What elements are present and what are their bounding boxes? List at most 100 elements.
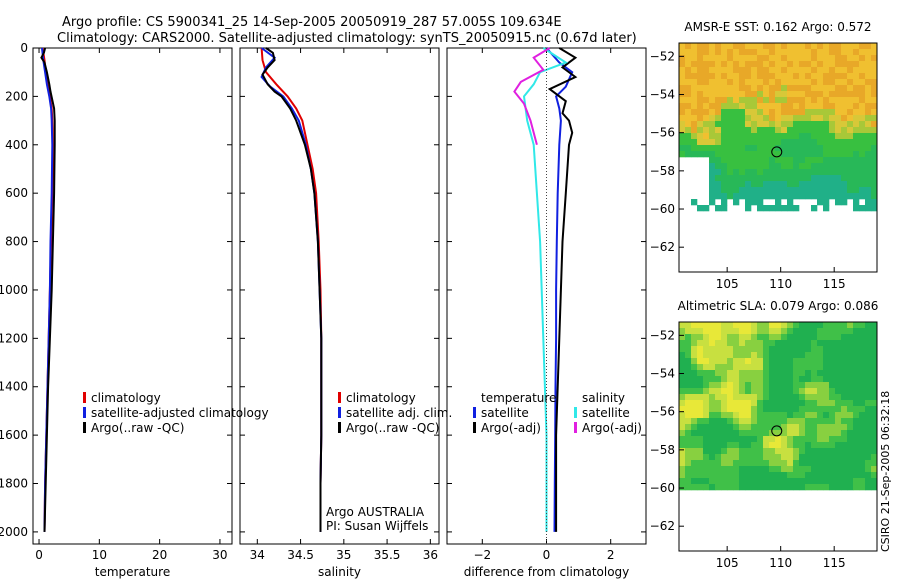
sst-heat-cell (799, 193, 806, 200)
sst-heat-cell (679, 79, 686, 86)
sst-heat-cell (787, 115, 794, 122)
sla-heat-cell (805, 466, 812, 473)
sst-heat-cell (715, 205, 722, 212)
sla-heat-cell (775, 400, 782, 407)
sst-heat-cell (865, 199, 872, 206)
sla-heat-cell (697, 454, 704, 461)
sla-heat-cell (691, 364, 698, 371)
sst-heat-cell (841, 103, 848, 110)
sst-heat-cell (817, 193, 824, 200)
sla-heat-cell (787, 358, 794, 365)
sla-heat-cell (739, 376, 746, 383)
sla-heat-cell (793, 400, 800, 407)
sst-heat-cell (733, 175, 740, 182)
sla-heat-cell (751, 478, 758, 485)
sla-heat-cell (847, 430, 854, 437)
sla-heat-cell (721, 376, 728, 383)
sla-heat-cell (817, 352, 824, 359)
sla-heat-cell (841, 340, 848, 347)
sst-heat-cell (793, 133, 800, 140)
sst-heat-cell (793, 205, 800, 212)
sst-heat-cell (841, 61, 848, 68)
sst-heat-cell (781, 55, 788, 62)
sla-heat-cell (865, 328, 872, 335)
sla-heat-cell (793, 376, 800, 383)
sst-heat-cell (787, 199, 794, 206)
sla-heat-cell (865, 430, 872, 437)
sla-heat-cell (853, 448, 860, 455)
sla-heat-cell (751, 400, 758, 407)
sla-heat-cell (853, 364, 860, 371)
sla-heat-cell (769, 388, 776, 395)
sla-heat-cell (847, 454, 854, 461)
salinity-xtick-label: 36 (423, 548, 438, 562)
sla-heat-cell (703, 394, 710, 401)
sla-heat-cell (781, 328, 788, 335)
sst-heat-cell (811, 85, 818, 92)
sst-heat-cell (835, 139, 842, 146)
sst-heat-cell (829, 157, 836, 164)
sst-heat-cell (697, 121, 704, 128)
sla-heat-cell (787, 346, 794, 353)
sla-heat-cell (751, 328, 758, 335)
sst-heat-cell (829, 73, 836, 80)
sst-heat-cell (733, 91, 740, 98)
sla-heat-cell (763, 388, 770, 395)
sla-heat-cell (811, 442, 818, 449)
sla-heat-cell (769, 424, 776, 431)
sst-heat-cell (763, 157, 770, 164)
sst-heat-cell (817, 91, 824, 98)
sst-map-ytick-label: −52 (650, 49, 675, 63)
sla-heat-cell (775, 340, 782, 347)
sst-heat-cell (871, 139, 878, 146)
sst-heat-cell (805, 163, 812, 170)
sst-heat-cell (739, 151, 746, 158)
sla-heat-cell (787, 340, 794, 347)
sla-heat-cell (679, 436, 686, 443)
sst-heat-cell (811, 187, 818, 194)
sst-heat-cell (679, 139, 686, 146)
sst-heat-cell (871, 91, 878, 98)
legend-label: Argo(..raw -QC) (346, 421, 439, 435)
sla-heat-cell (691, 340, 698, 347)
watermark: CSIRO 21-Sep-2005 06:32:18 (879, 391, 892, 552)
sst-heat-cell (865, 109, 872, 116)
sst-heat-cell (799, 169, 806, 176)
sst-heat-cell (859, 127, 866, 134)
sla-heat-cell (679, 346, 686, 353)
sla-heat-cell (703, 430, 710, 437)
sla-heat-cell (853, 370, 860, 377)
sst-heat-cell (697, 97, 704, 104)
sla-heat-cell (859, 460, 866, 467)
sla-heat-cell (841, 436, 848, 443)
sla-heat-cell (871, 388, 878, 395)
sla-heat-cell (871, 478, 878, 485)
sst-heat-cell (811, 181, 818, 188)
sla-heat-cell (865, 334, 872, 341)
sla-heat-cell (859, 388, 866, 395)
sla-heat-cell (751, 358, 758, 365)
sla-heat-cell (703, 424, 710, 431)
sst-heat-cell (799, 151, 806, 158)
sst-heat-cell (823, 55, 830, 62)
sla-heat-cell (709, 484, 716, 491)
sla-heat-cell (811, 376, 818, 383)
sla-heat-cell (787, 328, 794, 335)
sla-heat-cell (841, 322, 848, 329)
sst-heat-cell (799, 85, 806, 92)
sst-heat-cell (859, 157, 866, 164)
sst-heat-cell (829, 151, 836, 158)
sst-heat-cell (871, 79, 878, 86)
sst-heat-cell (841, 193, 848, 200)
sst-heat-cell (721, 91, 728, 98)
title-line-1: Argo profile: CS 5900341_25 14-Sep-2005 … (62, 15, 562, 30)
sst-heat-cell (805, 133, 812, 140)
sst-heat-cell (793, 103, 800, 110)
sst-heat-cell (775, 133, 782, 140)
sst-heat-cell (835, 97, 842, 104)
sla-heat-cell (685, 352, 692, 359)
sst-heat-cell (811, 61, 818, 68)
sla-heat-cell (751, 406, 758, 413)
sla-heat-cell (787, 442, 794, 449)
sst-heat-cell (769, 55, 776, 62)
